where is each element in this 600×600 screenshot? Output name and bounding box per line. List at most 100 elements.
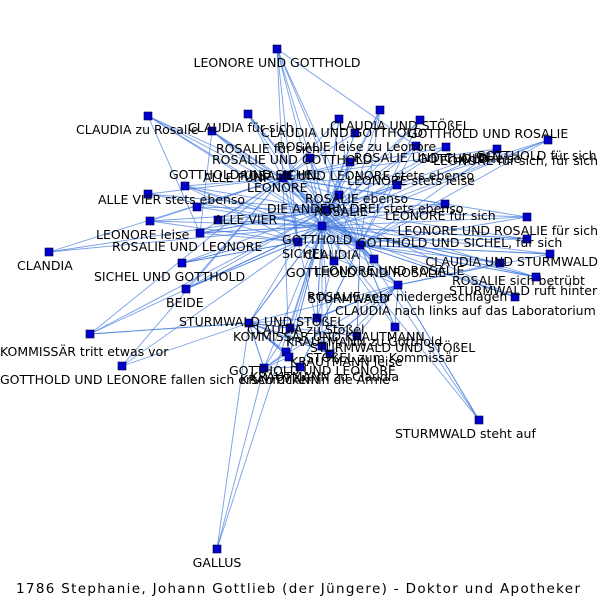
graph-edge	[316, 284, 399, 319]
graph-edge	[282, 177, 528, 218]
graph-node	[181, 284, 191, 294]
graph-edge	[321, 225, 480, 421]
graph-node	[312, 313, 322, 323]
node-label: STURMWALD UND STÖßEL	[310, 339, 475, 355]
graph-edge	[321, 225, 516, 298]
graph-edge	[89, 322, 250, 335]
graph-node	[393, 280, 403, 290]
graph-edge	[248, 322, 323, 347]
node-label: KOMMISSÄR tritt etwas vor	[0, 344, 169, 359]
graph-edge	[321, 225, 396, 328]
node-label: ALLE FÜNF	[203, 169, 270, 185]
node-label: CLAUDIA	[304, 247, 360, 262]
graph-edge	[282, 148, 498, 179]
graph-edge	[121, 322, 250, 367]
graph-edge	[297, 241, 361, 246]
graph-edge	[263, 366, 301, 369]
graph-edge	[309, 157, 323, 227]
graph-node	[278, 173, 288, 183]
graph-node	[345, 157, 355, 167]
graph-edge	[199, 209, 327, 234]
graph-edge	[282, 132, 356, 179]
graph-node	[492, 144, 502, 154]
graph-edge	[325, 209, 528, 218]
node-label: GOTTHOLD leise	[418, 151, 522, 166]
graph-edge	[321, 203, 446, 227]
graph-node	[207, 126, 217, 136]
node-label: ALLE VIER stets ebenso	[98, 192, 245, 207]
node-label: GALLUS	[193, 555, 242, 570]
node-label: BEIDE	[166, 295, 204, 310]
node-layer	[44, 44, 555, 554]
graph-edge	[282, 146, 447, 179]
node-label: ROSALIE UND LEONORE	[112, 239, 262, 254]
graph-node	[415, 115, 425, 125]
graph-node	[350, 128, 360, 138]
node-label: LEONORE für sich	[385, 208, 496, 223]
graph-edge	[282, 177, 340, 196]
graph-edge	[397, 284, 480, 421]
graph-node	[295, 362, 305, 372]
graph-edge	[211, 130, 323, 227]
node-label: LEONORE stets leise	[347, 173, 475, 188]
graph-edge	[184, 177, 284, 187]
node-label: LEONORE UND GOTTHOLD	[194, 55, 361, 70]
graph-node	[44, 247, 54, 257]
graph-node	[85, 329, 95, 339]
graph-edge	[321, 145, 417, 227]
graph-node	[355, 240, 365, 250]
graph-node	[334, 114, 344, 124]
graph-edge	[211, 130, 327, 211]
graph-edge	[321, 225, 361, 246]
graph-edge	[184, 185, 327, 211]
graph-edge	[282, 177, 323, 227]
node-label: GOTTHOLD UND SICHEL, für sich	[357, 235, 562, 250]
graph-edge	[282, 177, 398, 186]
node-label: STÖßEL zum Kommissär	[306, 349, 458, 365]
graph-edge	[48, 225, 323, 253]
graph-node	[474, 415, 484, 425]
graph-edge	[48, 177, 284, 253]
graph-caption: 1786 Stephanie, Johann Gottlieb (der Jün…	[16, 581, 580, 597]
graph-edge	[325, 118, 340, 211]
node-label: GOTTHOLD UND LEONORE fallen sich erschro…	[0, 372, 390, 387]
node-label: GOTTHOLD UND ROSALIE	[286, 265, 446, 280]
node-label: KRAUTMANN leise	[290, 354, 403, 369]
node-label: SICHEL	[282, 246, 327, 261]
graph-edge	[321, 225, 551, 255]
node-label: ROSALIE sich betrübt	[452, 273, 585, 288]
graph-node	[143, 111, 153, 121]
node-label: CLAUDIA zu Stößel	[247, 322, 365, 337]
graph-edge	[288, 225, 323, 358]
graph-edge	[359, 244, 480, 421]
graph-edge	[248, 225, 323, 324]
graph-edge	[248, 241, 299, 324]
graph-edge	[89, 225, 323, 335]
graph-node	[195, 228, 205, 238]
graph-edge	[216, 225, 323, 550]
node-label: LEONORE UND ROSALIE	[314, 263, 464, 278]
node-label: LEONORE	[247, 180, 308, 195]
graph-edge	[321, 148, 498, 227]
graph-node	[545, 249, 555, 259]
graph-edge	[263, 225, 323, 369]
graph-edge	[321, 216, 528, 227]
graph-edge	[89, 177, 284, 335]
graph-edge	[282, 161, 351, 179]
graph-node	[375, 105, 385, 115]
graph-edge	[356, 284, 399, 337]
graph-edge	[276, 48, 299, 243]
graph-node	[352, 331, 362, 341]
graph-edge	[282, 118, 340, 179]
graph-edge	[359, 244, 551, 255]
node-label: KRAUTMANN zu Gotthold	[286, 334, 442, 349]
graph-edge	[286, 174, 299, 243]
edge-layer	[48, 48, 551, 550]
graph-edge	[321, 225, 528, 240]
graph-edge	[248, 322, 265, 369]
graph-node	[321, 205, 331, 215]
graph-node	[259, 363, 269, 373]
node-label: ROSALIE	[314, 204, 368, 219]
node-label: CLAUDIA UND GOTTHOLD	[261, 125, 423, 140]
graph-edge	[211, 130, 361, 246]
